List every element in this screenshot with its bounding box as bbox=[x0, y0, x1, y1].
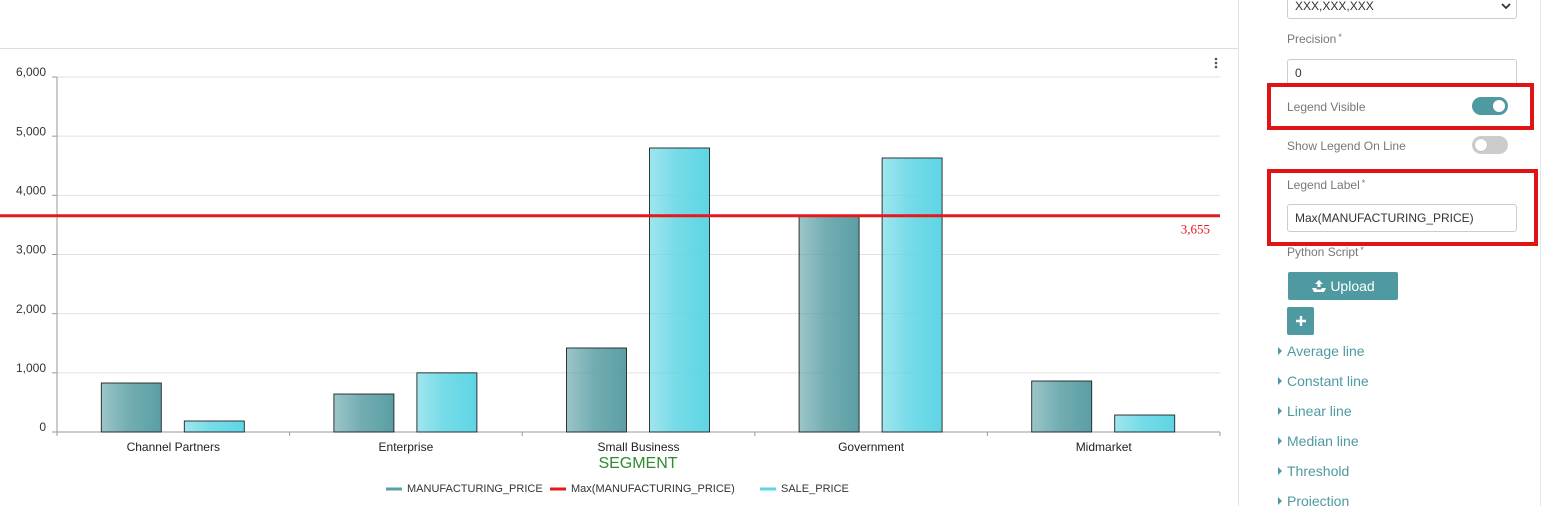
y-tick-label: 5,000 bbox=[16, 124, 46, 138]
label-text: Python Script bbox=[1287, 245, 1359, 259]
section-text: Median line bbox=[1287, 433, 1359, 449]
toggle-label: Legend Visible bbox=[1287, 100, 1366, 114]
chart-menu[interactable] bbox=[1214, 57, 1218, 69]
section-text: Average line bbox=[1287, 343, 1365, 359]
x-tick-label: Enterprise bbox=[379, 440, 434, 454]
required-mark: * bbox=[1360, 245, 1364, 255]
toggle-knob bbox=[1475, 139, 1487, 151]
highlight-box bbox=[1267, 83, 1534, 130]
y-tick-label: 6,000 bbox=[16, 65, 46, 79]
bar bbox=[566, 347, 627, 433]
bar bbox=[1031, 380, 1093, 433]
menu-dot bbox=[1214, 65, 1218, 69]
expand-arrow bbox=[1278, 497, 1282, 505]
y-tick-label: 0 bbox=[39, 420, 46, 434]
bar bbox=[416, 372, 478, 433]
select-value: XXX,XXX,XXX bbox=[1295, 0, 1374, 13]
precision-input[interactable]: 0 bbox=[1287, 59, 1517, 87]
upload-button[interactable]: Upload bbox=[1288, 272, 1398, 300]
expand-arrow bbox=[1278, 467, 1282, 475]
max-line-label: 3,655 bbox=[1181, 222, 1210, 237]
bar bbox=[183, 420, 245, 433]
section-link[interactable]: Projection bbox=[1278, 493, 1349, 506]
panel-divider bbox=[1238, 0, 1239, 506]
required-mark: * bbox=[1361, 178, 1366, 188]
menu-dot bbox=[1214, 61, 1218, 65]
section-link[interactable]: Linear line bbox=[1278, 403, 1352, 419]
expand-arrow bbox=[1278, 377, 1282, 385]
section-text: Projection bbox=[1287, 493, 1350, 506]
legend-on-line-toggle[interactable] bbox=[1472, 136, 1508, 154]
add-button[interactable] bbox=[1287, 307, 1314, 335]
format-select[interactable]: XXX,XXX,XXX bbox=[1287, 0, 1517, 19]
section-link[interactable]: Median line bbox=[1278, 433, 1359, 449]
legend-label: SALE_PRICE bbox=[781, 483, 849, 495]
y-tick-label: 4,000 bbox=[16, 184, 46, 198]
required-mark: * bbox=[1338, 32, 1342, 42]
x-tick-label: Government bbox=[838, 440, 905, 454]
legend-label: Max(MANUFACTURING_PRICE) bbox=[571, 483, 735, 495]
chevron-icon bbox=[1501, 3, 1511, 10]
menu-dot bbox=[1214, 57, 1218, 61]
y-tick-label: 3,000 bbox=[16, 243, 46, 257]
plus-icon bbox=[1295, 316, 1306, 326]
bar bbox=[881, 157, 943, 433]
bar bbox=[1114, 414, 1176, 433]
bar bbox=[100, 382, 162, 433]
section-text: Threshold bbox=[1287, 463, 1350, 479]
section-link[interactable]: Constant line bbox=[1278, 373, 1369, 389]
panel-edge bbox=[1540, 0, 1541, 506]
expand-arrow bbox=[1278, 407, 1282, 415]
section-text: Linear line bbox=[1287, 403, 1352, 419]
legend-visible-toggle[interactable] bbox=[1472, 97, 1508, 115]
x-tick-label: Channel Partners bbox=[127, 440, 220, 454]
legend-label: MANUFACTURING_PRICE bbox=[407, 483, 543, 495]
field-label: Legend Label * bbox=[1287, 178, 1365, 192]
button-text: Upload bbox=[1330, 278, 1375, 294]
toggle-label: Show Legend On Line bbox=[1287, 139, 1406, 153]
y-tick-label: 2,000 bbox=[16, 302, 46, 316]
y-tick-label: 1,000 bbox=[16, 361, 46, 375]
x-tick-label: Small Business bbox=[597, 440, 679, 454]
field-label: Precision * bbox=[1287, 32, 1342, 46]
bar bbox=[798, 215, 860, 433]
section-text: Constant line bbox=[1287, 373, 1369, 389]
toggle-knob bbox=[1493, 100, 1505, 112]
label-text: Precision bbox=[1287, 32, 1337, 46]
input-value: Max(MANUFACTURING_PRICE) bbox=[1295, 211, 1474, 225]
field-label: Python Script * bbox=[1287, 245, 1364, 259]
legend-label-input[interactable]: Max(MANUFACTURING_PRICE) bbox=[1287, 204, 1517, 232]
upload-icon bbox=[1312, 280, 1327, 292]
x-axis-title: SEGMENT bbox=[598, 455, 677, 472]
section-link[interactable]: Threshold bbox=[1278, 463, 1349, 479]
bar bbox=[649, 147, 710, 433]
expand-arrow bbox=[1278, 347, 1282, 355]
x-tick-label: Midmarket bbox=[1076, 440, 1133, 454]
label-text: Legend Label bbox=[1287, 178, 1360, 192]
highlight-box bbox=[1267, 169, 1538, 246]
bar bbox=[333, 393, 395, 433]
chart: SEGMENT 0 1,000 2,000 3,000 4,000 5,000 6,000 C… bbox=[0, 48, 1238, 495]
expand-arrow bbox=[1278, 437, 1282, 445]
section-link[interactable]: Average line bbox=[1278, 343, 1365, 359]
input-value: 0 bbox=[1295, 66, 1302, 80]
